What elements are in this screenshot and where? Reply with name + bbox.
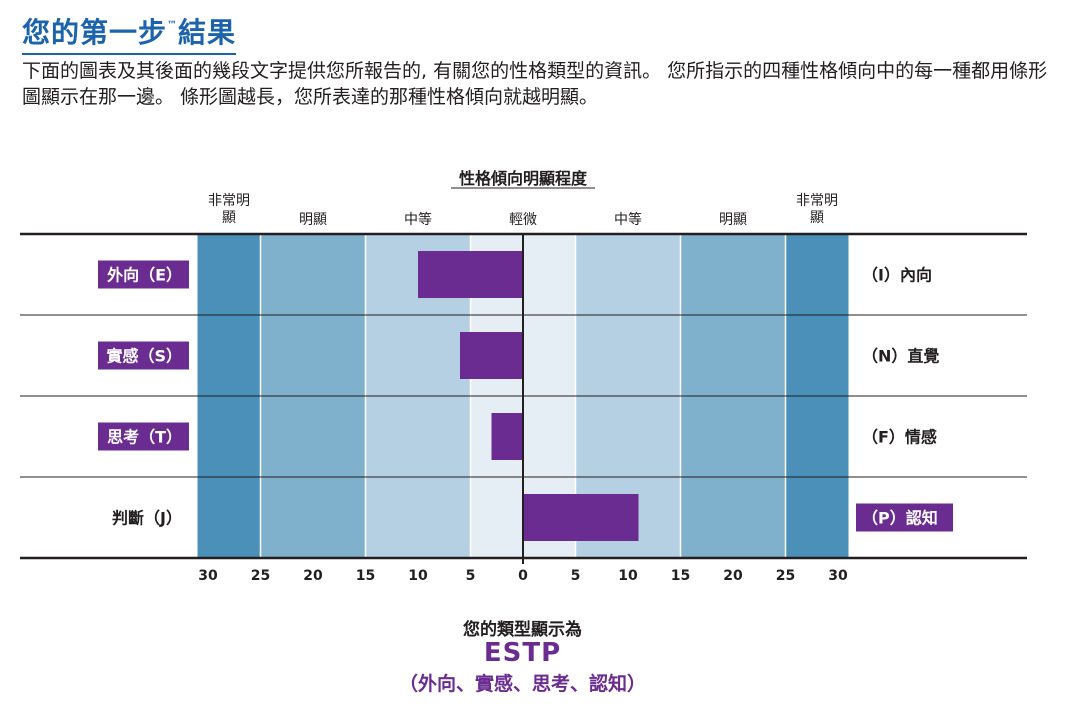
- band-label-left-2-0: 中等: [404, 211, 432, 228]
- band-label-right-0-1: 顯: [810, 210, 824, 226]
- tick-right-20: 20: [723, 568, 743, 584]
- band-label-right-2-0: 中等: [614, 211, 642, 228]
- band-label-left-1-0: 明顯: [299, 212, 327, 228]
- right-label-highlight-3: [856, 503, 953, 532]
- left-label-2: 思考（T）: [107, 428, 182, 447]
- preference-bar-2: [491, 413, 523, 460]
- left-label-0: 外向（E）: [106, 266, 182, 285]
- tick-right-25: 25: [776, 568, 795, 584]
- tick-left-10: 10: [408, 568, 428, 584]
- right-label-1: （N）直覺: [862, 347, 939, 366]
- tick-right-10: 10: [618, 568, 638, 584]
- tick-left-5: 5: [466, 568, 476, 584]
- preference-bar-3: [523, 494, 639, 541]
- tick-left-20: 20: [303, 568, 323, 584]
- band-label-right-0-0: 非常明: [796, 193, 838, 209]
- tick-left-15: 15: [356, 568, 375, 584]
- tick-left-30: 30: [198, 568, 218, 584]
- tick-left-0: 0: [518, 568, 528, 584]
- band-label-left-0-1: 顯: [222, 210, 236, 226]
- page-title: 您的第一步™結果: [22, 8, 237, 55]
- right-label-3: （P）認知: [862, 509, 938, 528]
- preference-bar-0: [418, 251, 523, 298]
- band-label-left-0-0: 非常明: [208, 193, 250, 209]
- right-label-2: （F）情感: [862, 428, 937, 447]
- page-title-text: 您的第一步: [22, 16, 168, 49]
- intro-text: 下面的圖表及其後面的幾段文字提供您所報告的, 有關您的性格類型的資訊。 您所指示…: [22, 60, 1048, 108]
- tick-right-5: 5: [571, 568, 581, 584]
- band-label-slight: 輕微: [509, 212, 537, 228]
- band-label-right-1-0: 明顯: [719, 212, 747, 228]
- preference-bar-1: [460, 332, 523, 379]
- tick-right-15: 15: [671, 568, 690, 584]
- result-type: ESTP: [483, 638, 562, 668]
- left-label-highlight-1: [98, 341, 189, 370]
- tick-left-25: 25: [251, 568, 270, 584]
- result-label: 您的類型顯示為: [463, 620, 582, 640]
- right-label-0: （I）內向: [862, 266, 932, 285]
- page-title-suffix: 結果: [178, 16, 237, 49]
- left-label-highlight-0: [98, 260, 189, 289]
- left-label-1: 實感（S）: [106, 347, 182, 366]
- trademark-mark: ™: [167, 20, 179, 31]
- result-description: （外向、實感、思考、認知）: [398, 673, 646, 695]
- left-label-highlight-2: [98, 422, 189, 451]
- chart-title: 性格傾向明顯程度: [459, 169, 588, 188]
- left-label-3: 判斷（J）: [112, 509, 182, 528]
- tick-right-30: 30: [828, 568, 848, 584]
